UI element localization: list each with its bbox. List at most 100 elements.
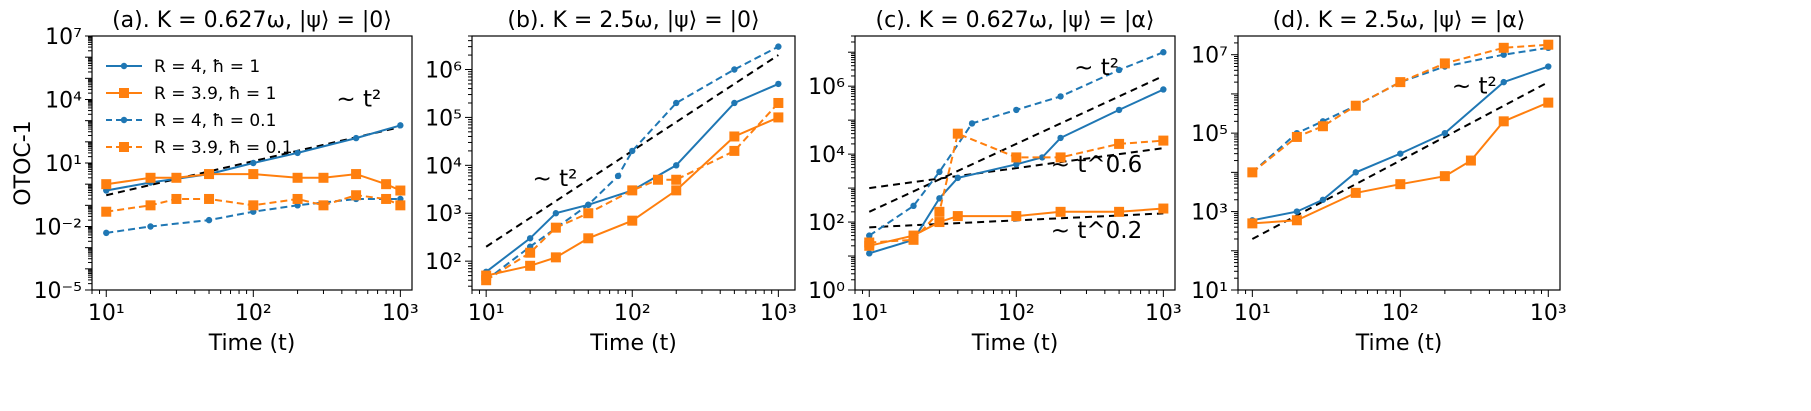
panel-3-series-1-point-3 bbox=[1395, 179, 1406, 190]
panel-0-ytick-label-1: 10⁻² bbox=[34, 216, 82, 241]
panel-1-xlabel: Time (t) bbox=[589, 331, 677, 356]
panel-3-plot-area bbox=[1247, 39, 1554, 240]
panel-2-series-0-point-7 bbox=[1115, 106, 1123, 114]
panel-3-series-1-point-5 bbox=[1465, 155, 1476, 166]
panel-0-series-0-point-3 bbox=[250, 159, 257, 167]
panel-2-series-0-point-3 bbox=[954, 174, 961, 182]
panel-0-series-3-point-7 bbox=[351, 190, 362, 201]
legend-label-2: R = 4, ħ = 0.1 bbox=[154, 111, 276, 131]
panel-1-series-1-point-6 bbox=[729, 131, 740, 142]
panel-0-series-2-point-0 bbox=[103, 229, 110, 237]
panel-1-series-1-point-5 bbox=[671, 185, 682, 196]
panel-1-series-2-point-5 bbox=[673, 99, 680, 107]
panel-1-xtick-label-2: 10³ bbox=[760, 301, 797, 326]
panel-0-ytick-label-4: 10⁷ bbox=[45, 25, 82, 50]
panel-0-series-1-point-4 bbox=[248, 169, 259, 180]
panel-0-series-0-point-6 bbox=[397, 122, 404, 129]
panel-0-series-0-point-5 bbox=[352, 134, 360, 142]
panel-2-series-0-point-8 bbox=[1160, 86, 1167, 93]
panel-0-xtick-label-0: 10¹ bbox=[88, 301, 125, 326]
panel-1-xtick-label-1: 10² bbox=[614, 301, 651, 326]
panel-3-series-3-point-4 bbox=[1395, 77, 1406, 88]
panel-1-series-1-point-7 bbox=[773, 112, 784, 123]
panel-0-series-3-point-0 bbox=[101, 206, 112, 217]
panel-1-plot-area bbox=[481, 43, 784, 286]
panel-2-ytick-label-0: 10⁰ bbox=[808, 279, 845, 304]
panel-0-series-2-point-2 bbox=[205, 216, 213, 224]
panel-3-series-1-point-4 bbox=[1439, 171, 1450, 182]
panel-3-series-1-line bbox=[1252, 101, 1549, 225]
panel-0-series-1-point-5 bbox=[292, 172, 303, 183]
panel-2-series-1-point-7 bbox=[1158, 203, 1169, 214]
panel-2-ytick-label-2: 10⁴ bbox=[808, 143, 845, 168]
panel-0-series-1-point-0 bbox=[101, 179, 112, 190]
panel-1-series-2-point-7 bbox=[775, 43, 782, 50]
panel-1-series-3-point-3 bbox=[583, 208, 594, 219]
panel-3-series-1-point-0 bbox=[1247, 218, 1258, 229]
panel-1-series-3-point-1 bbox=[525, 247, 536, 258]
panel-1-ytick-label-1: 10³ bbox=[425, 202, 462, 227]
panel-1-series-3-point-0 bbox=[481, 275, 492, 286]
panel-2-axes-frame bbox=[854, 35, 1176, 291]
panel-3-series-2-point-6 bbox=[1500, 51, 1507, 58]
panel-1-axes-frame bbox=[471, 35, 796, 291]
panel-0-series-1-line bbox=[106, 173, 401, 192]
panel-1-ytick-label-0: 10² bbox=[425, 250, 462, 275]
panel-3-series-0-point-1 bbox=[1293, 208, 1301, 215]
panel-0-title: (a). K = 0.627ω, |ψ⟩ = |0⟩ bbox=[112, 8, 392, 33]
panel-3-series-0-point-7 bbox=[1545, 63, 1552, 70]
panel-2-series-2-point-1 bbox=[910, 202, 917, 210]
legend-marker-0 bbox=[120, 62, 128, 70]
panel-2-fit-line-1 bbox=[869, 147, 1164, 190]
panel-2-series-1-point-3 bbox=[952, 211, 963, 222]
panel-2-xlabel: Time (t) bbox=[971, 331, 1059, 356]
panel-2-ytick-label-3: 10⁶ bbox=[808, 75, 845, 100]
panel-1-series-1-point-1 bbox=[525, 260, 536, 271]
panel-1-fit-label-0: ~ t² bbox=[532, 166, 577, 192]
panel-3-xtick-label-1: 10² bbox=[1382, 301, 1419, 326]
panel-0-xlabel: Time (t) bbox=[208, 331, 296, 356]
panel-2-fit-label-1: ~ t^0.6 bbox=[1051, 152, 1142, 178]
panel-3-series-0-point-5 bbox=[1441, 129, 1449, 137]
panel-1-series-0-point-6 bbox=[731, 99, 738, 107]
panel-2-series-1-point-4 bbox=[1011, 211, 1022, 222]
panel-3-series-0-point-4 bbox=[1397, 150, 1404, 157]
panel-2-fit-label-0: ~ t² bbox=[1074, 55, 1119, 81]
panel-3-series-1-point-7 bbox=[1543, 97, 1554, 108]
panel-2-series-0-point-2 bbox=[936, 195, 943, 202]
panel-0-plot-area bbox=[101, 122, 406, 237]
panel-3-xtick-label-2: 10³ bbox=[1530, 301, 1567, 326]
panel-0-series-3-point-2 bbox=[171, 193, 182, 204]
panel-2-series-2-point-7 bbox=[1160, 49, 1167, 56]
panel-3-series-1-point-6 bbox=[1498, 116, 1509, 127]
panel-3-series-3-point-5 bbox=[1439, 58, 1450, 69]
panel-1-series-3-point-2 bbox=[550, 222, 561, 233]
panel-2-series-3-point-4 bbox=[1011, 152, 1022, 163]
panel-3-series-3-point-2 bbox=[1317, 121, 1328, 132]
panel-0-series-3-line bbox=[106, 194, 401, 213]
panel-3-ytick-label-2: 10⁵ bbox=[1191, 122, 1228, 147]
panel-1-series-0-point-2 bbox=[552, 210, 560, 217]
panel-2-ytick-label-1: 10² bbox=[808, 211, 845, 236]
panel-2-fit-line-0 bbox=[868, 75, 1164, 213]
panel-0-series-3-point-1 bbox=[145, 200, 156, 211]
panel-3-series-0-point-2 bbox=[1319, 196, 1327, 203]
panel-1-series-3-point-4 bbox=[627, 185, 638, 196]
panel-2-xtick-label-1: 10² bbox=[998, 301, 1035, 326]
panel-3-series-3-point-6 bbox=[1498, 42, 1509, 53]
panel-2-series-2-point-6 bbox=[1115, 66, 1123, 74]
panel-2-series-3-point-3 bbox=[952, 128, 963, 139]
panel-3-ytick-label-0: 10¹ bbox=[1191, 279, 1228, 304]
panel-2-series-2-point-5 bbox=[1057, 93, 1064, 100]
panel-2-series-0-point-5 bbox=[1038, 154, 1046, 161]
legend-label-3: R = 3.9, ħ = 0.1 bbox=[154, 138, 293, 158]
panel-2-xtick-label-0: 10¹ bbox=[851, 301, 888, 326]
panel-3-series-3-point-3 bbox=[1350, 100, 1361, 111]
panel-1-series-3-point-6 bbox=[671, 174, 682, 185]
panel-0-series-3-point-6 bbox=[318, 200, 329, 211]
panel-3-ytick-label-1: 10³ bbox=[1191, 201, 1228, 226]
panel-2-plot-area bbox=[864, 49, 1169, 257]
panel-2-series-3-point-0 bbox=[864, 237, 875, 248]
panel-2-series-2-point-0 bbox=[866, 232, 873, 239]
